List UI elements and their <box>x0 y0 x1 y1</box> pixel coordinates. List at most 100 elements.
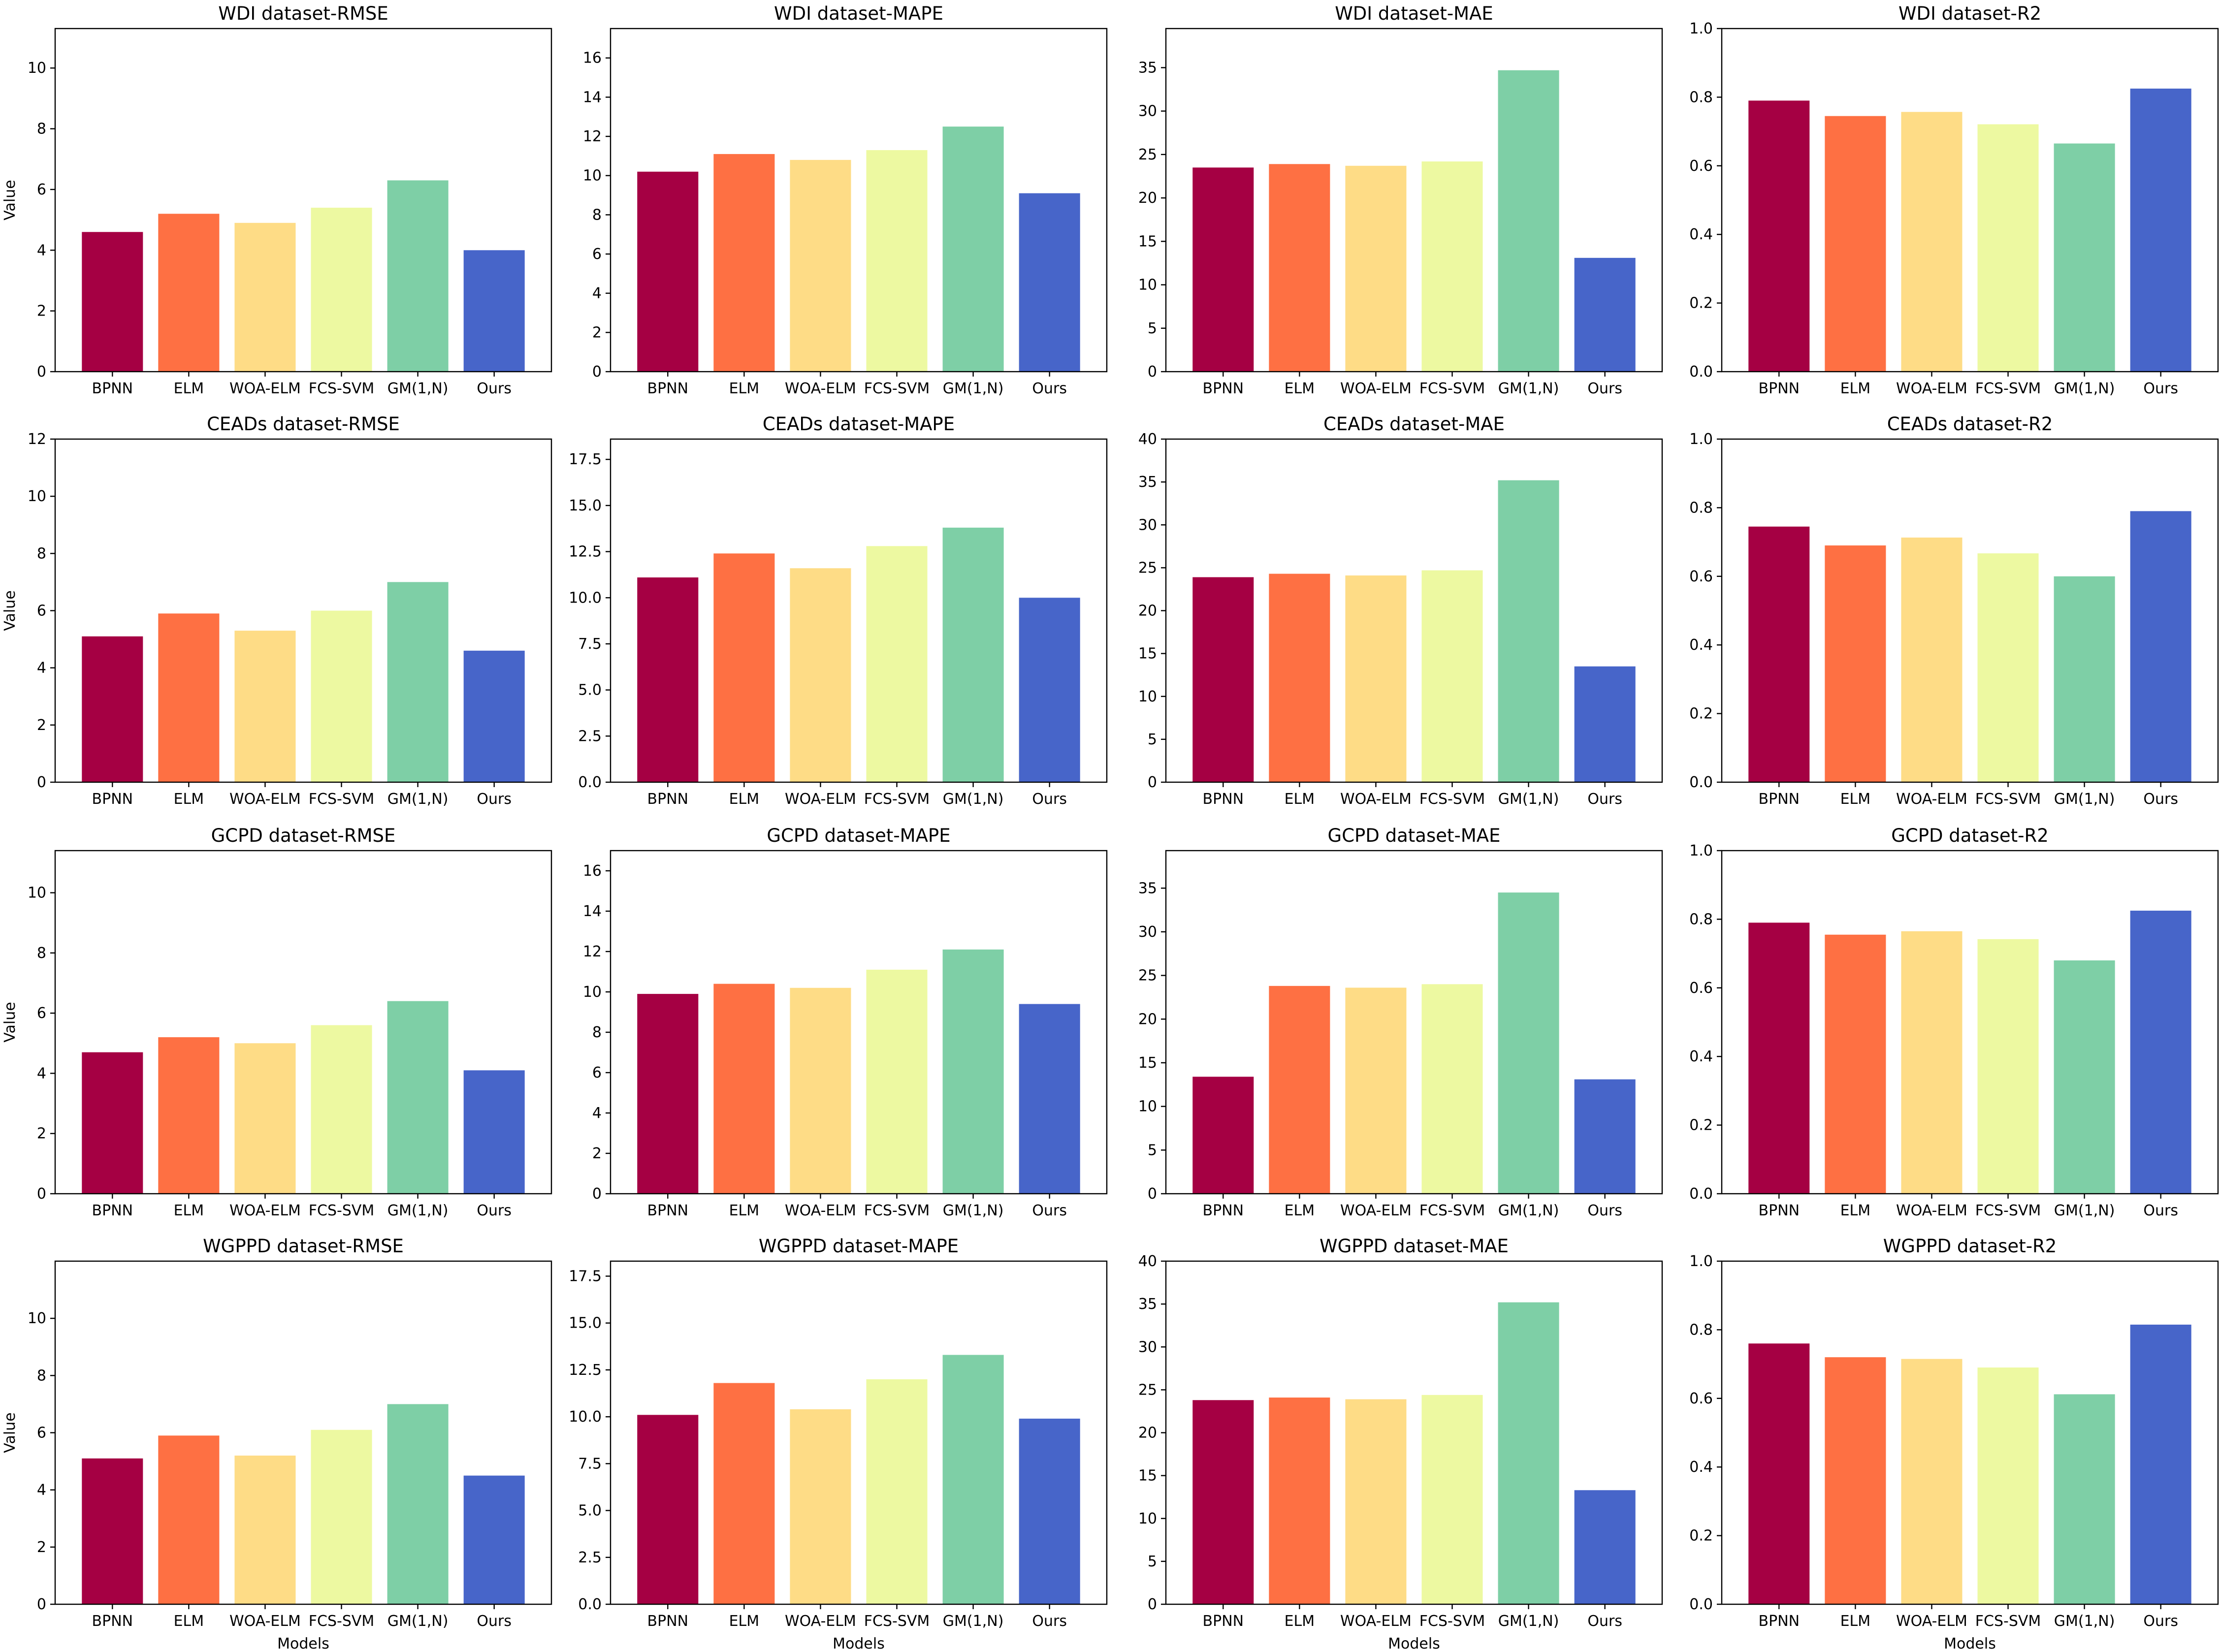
x-tick-label: FCS-SVM <box>1419 791 1485 808</box>
y-tick-label: 5 <box>1148 731 1157 748</box>
x-tick-label: ELM <box>1285 1202 1315 1219</box>
plot-frame <box>610 28 1108 373</box>
bar-fcs-svm <box>1421 984 1483 1194</box>
x-tick-label: BPNN <box>1759 380 1800 397</box>
x-tick-label: Ours <box>1032 380 1067 397</box>
y-tick-label: 12 <box>583 943 602 960</box>
x-tick-label: GM(1,N) <box>943 791 1004 808</box>
bar-elm <box>1825 934 1886 1194</box>
y-tick-label: 0.0 <box>578 1596 602 1613</box>
bar-ours <box>1019 1004 1080 1194</box>
bar-bpnn <box>637 1415 699 1604</box>
x-tick-label: ELM <box>174 1202 204 1219</box>
y-tick-label: 0.0 <box>1689 1185 1713 1203</box>
x-tick-label: BPNN <box>647 1613 689 1630</box>
y-tick-label: 35 <box>1138 1296 1157 1313</box>
x-tick-label: WOA-ELM <box>229 380 301 397</box>
y-tick-label: 10 <box>1138 688 1157 705</box>
x-tick-label: Ours <box>1587 791 1622 808</box>
plot-frame <box>610 438 1108 783</box>
y-tick-label: 35 <box>1138 474 1157 491</box>
x-tick-label: GM(1,N) <box>2054 380 2115 397</box>
y-axis-label: Value <box>1 180 19 220</box>
bar-gm-1-n <box>942 527 1004 782</box>
x-tick-label: GM(1,N) <box>2054 1202 2115 1219</box>
bar-woa-elm <box>790 987 851 1194</box>
y-tick-label: 0 <box>37 1596 46 1613</box>
bar-bpnn <box>1748 922 1810 1194</box>
x-tick-label: ELM <box>174 380 204 397</box>
bar-woa-elm <box>790 159 851 372</box>
bar-ours <box>1019 1418 1080 1604</box>
x-tick-label: BPNN <box>647 791 689 808</box>
y-tick-label: 6 <box>37 181 46 198</box>
bar-bpnn <box>1192 1077 1254 1194</box>
bar-elm <box>713 1383 775 1604</box>
x-tick-label: GM(1,N) <box>387 380 449 397</box>
bar-fcs-svm <box>1421 161 1483 372</box>
x-tick-label: Ours <box>477 1613 512 1630</box>
bar-fcs-svm <box>1977 553 2039 782</box>
y-tick-label: 15 <box>1138 233 1157 250</box>
y-tick-label: 0.8 <box>1689 911 1713 928</box>
bar-fcs-svm <box>1977 939 2039 1194</box>
y-tick-label: 35 <box>1138 880 1157 897</box>
y-tick-label: 0.2 <box>1689 705 1713 723</box>
y-tick-label: 10.0 <box>569 1408 602 1426</box>
x-tick-label: BPNN <box>1203 1202 1244 1219</box>
y-tick-label: 6 <box>37 1425 46 1442</box>
x-tick-label: ELM <box>174 791 204 808</box>
bar-bpnn <box>82 1458 143 1604</box>
bar-elm <box>1825 545 1886 782</box>
bar-elm <box>1269 985 1330 1194</box>
x-tick-label: FCS-SVM <box>1975 1613 2041 1630</box>
bar-fcs-svm <box>1977 124 2039 372</box>
x-tick-label: FCS-SVM <box>864 1613 930 1630</box>
bar-fcs-svm <box>1421 570 1483 782</box>
y-tick-label: 0 <box>1148 1185 1157 1203</box>
y-tick-label: 40 <box>1138 1253 1157 1270</box>
bar-gm-1-n <box>387 1001 449 1194</box>
y-tick-label: 10 <box>28 885 46 902</box>
y-tick-label: 15 <box>1138 1467 1157 1485</box>
x-tick-label: WOA-ELM <box>785 1613 856 1630</box>
chart-title: WDI dataset-MAE <box>1335 3 1493 24</box>
x-tick-label: BPNN <box>92 1613 133 1630</box>
chart-title: WGPPD dataset-MAPE <box>759 1236 959 1257</box>
chart-title: GCPD dataset-MAE <box>1328 825 1501 846</box>
x-tick-label: GM(1,N) <box>1498 1613 1559 1630</box>
x-tick-label: WOA-ELM <box>785 1202 856 1219</box>
chart-title: WDI dataset-MAPE <box>774 3 943 24</box>
plot-frame <box>1721 28 2219 373</box>
x-tick-label: WOA-ELM <box>1340 791 1412 808</box>
bar-woa-elm <box>790 1409 851 1604</box>
y-tick-label: 0.6 <box>1689 568 1713 585</box>
x-axis-label: Models <box>833 1635 885 1652</box>
bar-woa-elm <box>234 631 296 782</box>
y-tick-label: 12.5 <box>569 543 602 561</box>
y-tick-label: 0.2 <box>1689 1527 1713 1545</box>
y-tick-label: 4 <box>37 660 46 677</box>
x-tick-label: FCS-SVM <box>864 380 930 397</box>
bar-ours <box>463 650 525 782</box>
plot-frame <box>1721 438 2219 783</box>
y-tick-label: 20 <box>1138 603 1157 620</box>
bar-ours <box>2130 1324 2191 1604</box>
y-tick-label: 15.0 <box>569 497 602 514</box>
y-tick-label: 40 <box>1138 431 1157 448</box>
chart-panel-9: GCPD dataset-RMSE 0 2 4 6 8 10 BPNN ELM WOA-ELM FC… <box>1 825 552 1219</box>
y-tick-label: 15.0 <box>569 1315 602 1332</box>
x-tick-label: FCS-SVM <box>309 1613 375 1630</box>
y-tick-label: 2 <box>37 1539 46 1556</box>
x-tick-label: Ours <box>477 1202 512 1219</box>
x-tick-label: ELM <box>729 1202 760 1219</box>
x-tick-label: GM(1,N) <box>2054 1613 2115 1630</box>
y-tick-label: 2 <box>592 324 602 341</box>
chart-title: CEADs dataset-MAPE <box>763 413 955 435</box>
x-tick-label: WOA-ELM <box>1896 1613 1967 1630</box>
bar-woa-elm <box>1345 1399 1407 1604</box>
y-tick-label: 35 <box>1138 59 1157 76</box>
x-tick-label: WOA-ELM <box>785 791 856 808</box>
x-tick-label: Ours <box>1032 791 1067 808</box>
y-tick-label: 0 <box>37 1185 46 1203</box>
